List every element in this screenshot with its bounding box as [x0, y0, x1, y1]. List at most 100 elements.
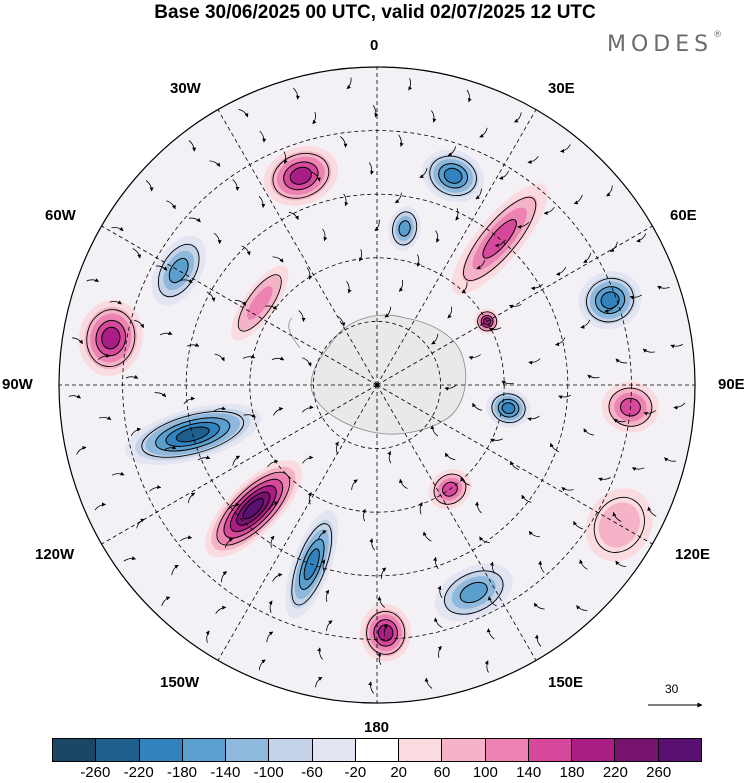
wind-arrow: [527, 415, 540, 422]
streamline-loop: [366, 610, 406, 655]
colorbar-cell: [615, 739, 659, 761]
negative-anomaly: [486, 389, 531, 428]
wind-arrow: [573, 520, 584, 530]
wind-arrow: [475, 188, 482, 200]
lon-label-180: 180: [364, 719, 390, 736]
graticule: [59, 67, 695, 703]
colorbar-cell: [96, 739, 140, 761]
colorbar-cell: [226, 739, 270, 761]
wind-arrow: [377, 652, 382, 665]
wind-arrow: [488, 327, 502, 332]
wind-arrow: [380, 567, 387, 579]
parallel-circle: [312, 320, 441, 449]
colorbar-tick-label: -220: [123, 764, 154, 781]
streamline-loop: [444, 570, 504, 615]
colorbar-cell: [399, 739, 443, 761]
wind-arrow: [293, 87, 300, 100]
wind-arrow: [301, 405, 314, 413]
streamline-loop: [429, 155, 477, 196]
wind-arrow: [298, 310, 306, 322]
colorbar-tick-label: 60: [433, 764, 451, 781]
brand-logo: MODES®: [607, 29, 723, 57]
colorbar-tick-label: 140: [516, 764, 542, 781]
colorbar-tick-label: -60: [301, 764, 323, 781]
wind-arrow: [109, 300, 122, 305]
wind-arrow: [346, 77, 352, 90]
meridian-line: [376, 384, 537, 661]
wind-arrow: [76, 445, 87, 455]
wind-arrow: [437, 645, 442, 659]
streamline-loop: [141, 411, 245, 458]
colorbar-tick-label: 100: [472, 764, 498, 781]
wind-arrow: [288, 211, 299, 220]
wind-arrow: [499, 170, 509, 180]
wind-arrow: [642, 348, 655, 353]
wind-arrow: [232, 455, 241, 466]
wind-arrow: [613, 418, 626, 423]
colorbar-tick-label: 180: [559, 764, 585, 781]
wind-arrow: [197, 455, 211, 461]
wind-arrow: [387, 450, 392, 464]
wind-arrow: [302, 455, 314, 464]
wind-arrow: [232, 179, 240, 191]
wind-arrow: [283, 151, 288, 164]
wind-arrow: [159, 331, 173, 336]
wind-arrow: [629, 294, 643, 300]
wind-arrow: [325, 589, 330, 603]
registered-mark: ®: [713, 29, 723, 40]
wind-arrow: [180, 278, 193, 283]
wind-arrow: [528, 530, 540, 538]
wind-arrow: [161, 596, 171, 607]
page-title: Base 30/06/2025 00 UTC, valid 02/07/2025…: [154, 2, 596, 23]
wind-arrow: [372, 104, 379, 118]
wind-arrow: [258, 195, 266, 208]
wind-arrow: [576, 605, 588, 611]
wind-arrow: [259, 130, 267, 143]
wind-arrow: [213, 232, 222, 245]
wind-arrow: [361, 508, 366, 522]
parallel-circle: [185, 193, 569, 577]
wind-arrow: [538, 560, 545, 573]
wind-arrow: [657, 285, 670, 290]
positive-anomaly: [78, 300, 143, 377]
wind-arrow: [560, 144, 571, 153]
negative-anomaly: [434, 563, 513, 622]
wind-arrow: [130, 427, 142, 437]
colorbar-tick-label: -100: [253, 764, 284, 781]
wind-streamlines: [68, 77, 686, 694]
wind-arrow: [431, 110, 437, 123]
wind-arrow: [369, 538, 376, 551]
wind-arrow: [334, 441, 339, 454]
wind-arrow: [673, 402, 686, 410]
negative-anomaly: [578, 271, 642, 330]
wind-arrow: [484, 660, 489, 673]
wind-arrow: [98, 416, 112, 421]
wind-arrow: [179, 535, 193, 542]
wind-arrow: [587, 374, 600, 379]
wind-arrow: [111, 226, 124, 232]
wind-arrow: [368, 681, 375, 694]
wind-arrow: [422, 531, 432, 542]
wind-arrow: [578, 559, 588, 570]
wind-arrow: [72, 337, 83, 345]
lon-label-150e: 150E: [548, 674, 584, 691]
wind-arrow: [221, 571, 228, 583]
wind-arrow: [368, 162, 375, 175]
colorbar-cell: [53, 739, 97, 761]
wind-arrow: [527, 156, 539, 165]
wind-arrow: [215, 605, 227, 614]
colorbar-cell: [269, 739, 313, 761]
lon-label-120e: 120E: [675, 546, 711, 563]
wind-arrow: [154, 392, 167, 398]
wind-arrow: [573, 194, 583, 205]
wind-arrow: [530, 283, 543, 291]
wind-arrow: [664, 457, 677, 462]
wind-arrow: [265, 305, 278, 310]
wind-arrow: [460, 476, 471, 486]
wind-arrow: [558, 394, 571, 400]
positive-anomaly: [360, 604, 412, 662]
wind-arrow: [647, 506, 657, 517]
wind-arrow: [213, 406, 226, 412]
wind-arrow: [430, 425, 439, 437]
